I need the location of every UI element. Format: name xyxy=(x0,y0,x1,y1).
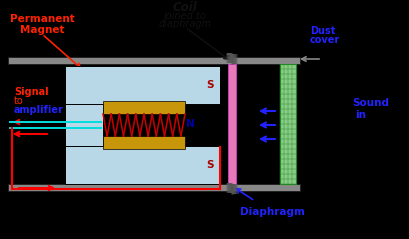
Bar xyxy=(8,57,299,64)
Bar xyxy=(65,66,103,184)
Text: N: N xyxy=(186,119,194,129)
Text: Signal: Signal xyxy=(14,87,49,97)
Text: joined to: joined to xyxy=(163,11,206,21)
Bar xyxy=(103,101,184,114)
Text: cover: cover xyxy=(309,35,339,45)
Text: Diaphragm: Diaphragm xyxy=(239,207,304,217)
Text: Permanent: Permanent xyxy=(9,14,74,24)
Text: Magnet: Magnet xyxy=(20,25,64,35)
Text: Dust: Dust xyxy=(309,26,335,36)
Text: Sound: Sound xyxy=(351,98,388,108)
Bar xyxy=(65,66,220,104)
Text: S: S xyxy=(206,80,213,90)
Text: S: S xyxy=(206,160,213,170)
Bar xyxy=(279,64,295,184)
Text: diaphragm: diaphragm xyxy=(158,19,211,29)
Bar xyxy=(65,146,220,184)
Text: Coil: Coil xyxy=(172,1,197,14)
Bar xyxy=(227,64,236,184)
Bar xyxy=(8,184,299,191)
Text: in: in xyxy=(354,110,365,120)
Text: to: to xyxy=(14,96,24,106)
Text: amplifier: amplifier xyxy=(14,105,64,115)
Bar xyxy=(103,136,184,149)
